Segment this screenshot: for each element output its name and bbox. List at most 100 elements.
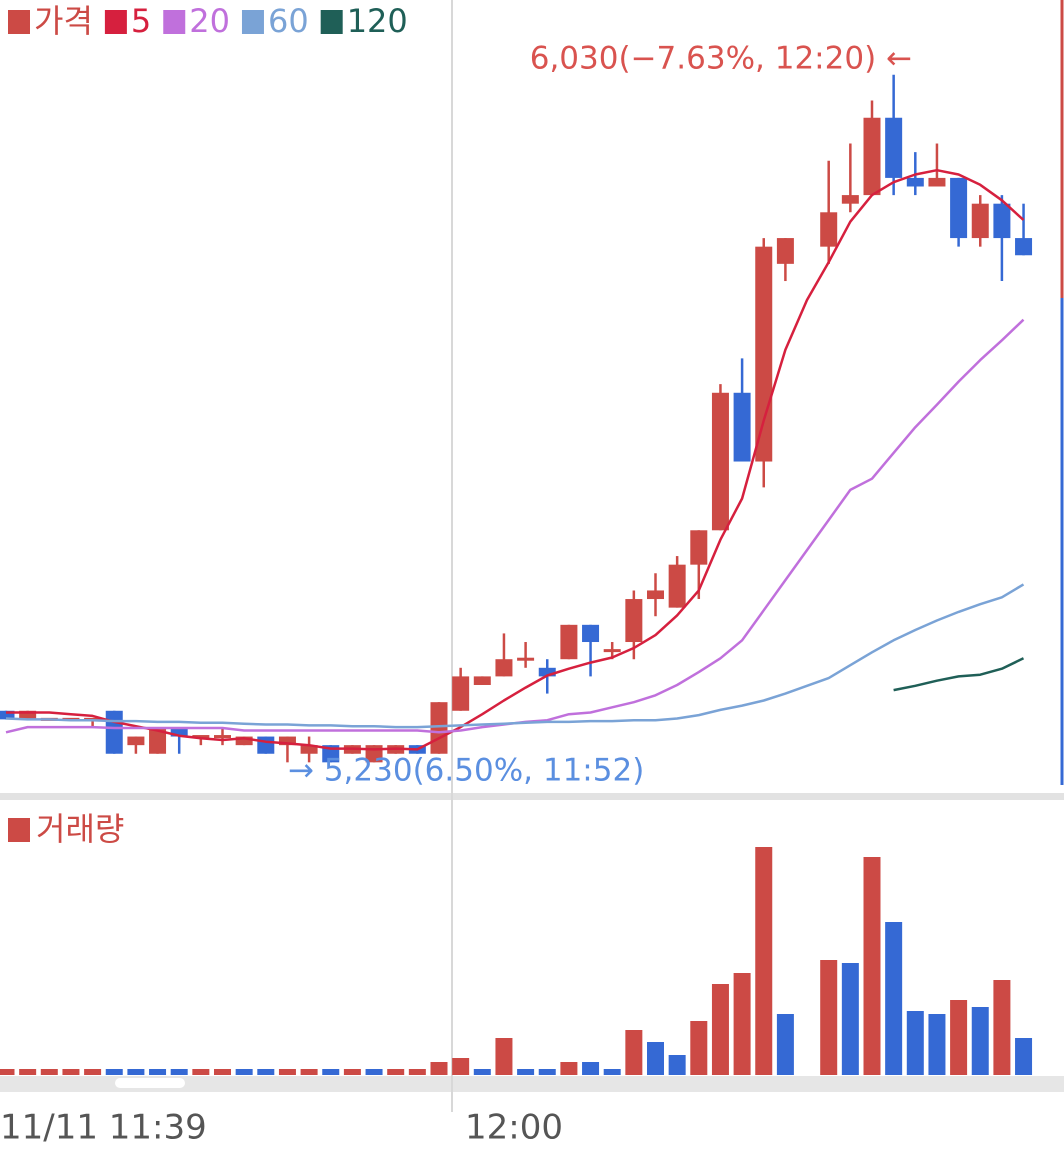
volume-legend: 거래량 xyxy=(36,810,124,848)
volume-bar xyxy=(214,1069,231,1075)
scrollbar-thumb[interactable] xyxy=(115,1078,185,1088)
candle-body xyxy=(495,659,513,677)
legend-swatch xyxy=(8,818,30,842)
volume-bar xyxy=(62,1069,80,1075)
candle-body xyxy=(127,736,145,746)
volume-bar xyxy=(711,984,729,1075)
candle-body xyxy=(1015,238,1033,256)
candle-body xyxy=(885,117,903,178)
volume-bar xyxy=(928,1014,946,1075)
legend-entry: 60 xyxy=(268,2,309,40)
candle-body xyxy=(625,599,643,643)
volume-bar xyxy=(1015,1038,1033,1075)
volume-bar xyxy=(820,960,838,1075)
candle-body xyxy=(841,195,859,204)
candle-body xyxy=(278,736,296,746)
candle-body xyxy=(149,727,167,754)
candle-body xyxy=(517,657,535,661)
panel-divider xyxy=(0,793,1064,800)
labels: 가격 5 20 60 120 6,030(−7.63%, 12:20) ← → 5,230(… xyxy=(0,2,912,1148)
legend-swatch xyxy=(241,10,264,34)
candle-body xyxy=(755,246,773,462)
volume-bar xyxy=(668,1055,686,1075)
candle-body xyxy=(690,530,708,565)
volume-bar xyxy=(40,1069,58,1075)
volume-bar xyxy=(625,1030,643,1075)
candle-body xyxy=(647,590,664,600)
legend-swatch xyxy=(163,10,186,34)
volume-bar xyxy=(841,963,859,1075)
legend-entry: 120 xyxy=(347,2,408,40)
legend-price: 가격 xyxy=(34,2,93,40)
volume-bar xyxy=(300,1069,318,1075)
candle-body xyxy=(950,177,968,239)
candle-body xyxy=(300,745,318,754)
volume-bar xyxy=(560,1062,578,1075)
candle-body xyxy=(971,203,989,239)
volume-bar xyxy=(170,1069,188,1075)
legend-entry: 20 xyxy=(189,2,230,40)
volume-bar xyxy=(603,1069,621,1075)
moving-average-line xyxy=(6,168,1025,751)
volume-bar xyxy=(690,1021,708,1075)
candle-body xyxy=(257,736,275,754)
candle-body xyxy=(776,238,794,264)
volume-bar xyxy=(343,1069,361,1075)
volume-bar xyxy=(993,980,1011,1075)
volume-bar xyxy=(517,1069,535,1075)
candle-body xyxy=(733,392,751,462)
volume-bar xyxy=(863,857,881,1075)
volume-bar xyxy=(473,1069,491,1075)
volume-bar xyxy=(538,1069,556,1075)
candle-body xyxy=(993,203,1011,239)
candle-body xyxy=(560,624,578,660)
candle-body xyxy=(19,710,37,720)
volume-bar xyxy=(149,1069,167,1075)
volume-bar xyxy=(127,1069,145,1075)
volume-bar xyxy=(452,1058,470,1075)
candle-body xyxy=(863,117,881,196)
candle-body xyxy=(906,177,924,187)
price-panel xyxy=(0,74,1033,763)
candle-body xyxy=(0,710,15,720)
legend-swatch xyxy=(8,10,30,34)
volume-bar xyxy=(776,1014,794,1075)
candle-body xyxy=(452,676,470,711)
candle-body xyxy=(235,736,253,746)
candle-body xyxy=(582,624,600,643)
x-tick-label: 11/11 11:39 xyxy=(0,1108,207,1148)
legend-swatch xyxy=(104,10,127,34)
volume-bar xyxy=(19,1069,37,1075)
candle-body xyxy=(192,735,210,739)
candle-body xyxy=(668,564,686,608)
volume-bar xyxy=(582,1062,600,1075)
volume-panel xyxy=(0,847,1033,1075)
candle-body xyxy=(473,676,491,685)
candle-body xyxy=(170,727,188,737)
moving-average-line xyxy=(5,583,1025,729)
volume-bar xyxy=(885,922,903,1075)
scrollbar-track[interactable] xyxy=(0,1076,1064,1092)
volume-bar xyxy=(322,1069,340,1075)
volume-bar xyxy=(733,973,751,1075)
candle-body xyxy=(928,177,946,187)
candle-body xyxy=(711,392,729,531)
volume-bar xyxy=(387,1069,405,1075)
volume-bar xyxy=(257,1069,275,1075)
volume-bar xyxy=(84,1069,102,1075)
candle-body xyxy=(820,212,838,247)
legend-swatch xyxy=(320,10,343,34)
volume-bar xyxy=(430,1062,448,1075)
candle-body xyxy=(538,667,556,677)
candle-body xyxy=(603,649,621,653)
volume-bar xyxy=(906,1011,924,1075)
volume-bar xyxy=(950,1000,968,1075)
candle-body xyxy=(430,702,448,754)
candle-body xyxy=(214,735,231,739)
volume-bar xyxy=(235,1069,253,1075)
high-annotation: 6,030(−7.63%, 12:20) ← xyxy=(530,41,912,77)
volume-bar xyxy=(365,1069,383,1075)
volume-bar xyxy=(192,1069,210,1075)
volume-bar xyxy=(495,1038,513,1075)
